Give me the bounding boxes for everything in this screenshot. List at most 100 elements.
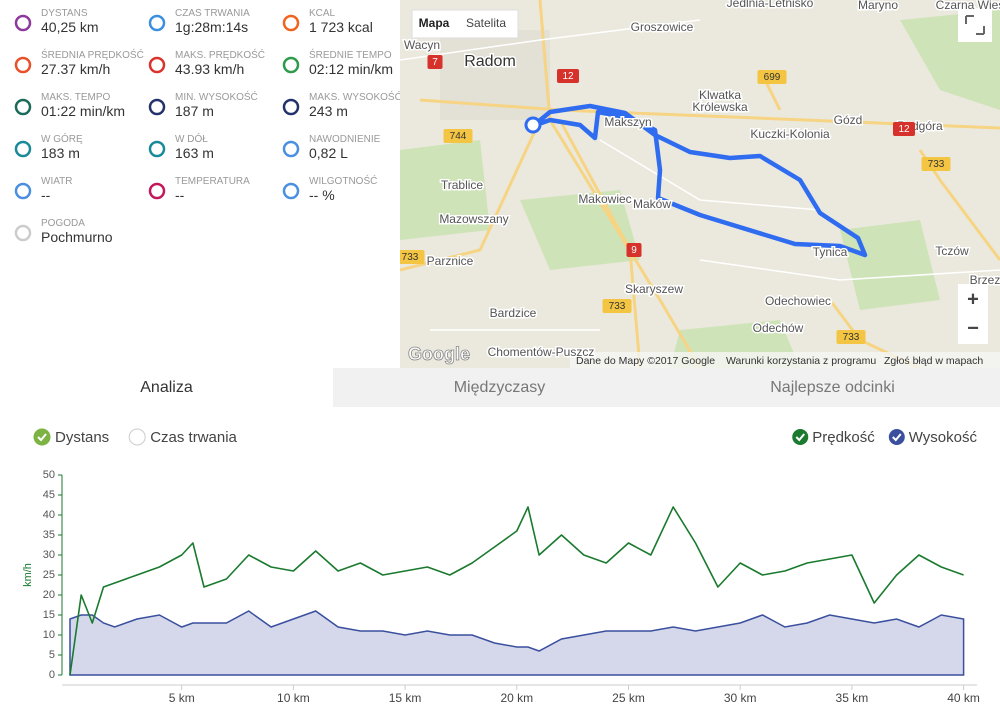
stat-label: ŚREDNIA PRĘDKOŚĆ (41, 50, 144, 61)
stat-icon (14, 56, 32, 74)
zoom-button[interactable]: + (967, 288, 979, 310)
y-tick-label: 40 (43, 509, 55, 521)
stat-icon-shape (14, 56, 32, 74)
stat-label: WIATR (41, 176, 73, 187)
place-label: Makowiec (578, 192, 631, 206)
stat-value: 01:22 min/km (41, 103, 126, 119)
place-label: Maków (633, 197, 671, 211)
x-mode-radio[interactable] (33, 428, 51, 446)
stat-value: 187 m (175, 103, 214, 119)
y-tick-label: 45 (43, 489, 55, 501)
stat-label: TEMPERATURA (175, 176, 250, 187)
stat-label: MAKS. TEMPO (41, 92, 111, 103)
stat-label: MAKS. WYSOKOŚĆ (309, 92, 402, 103)
road-number: 699 (764, 72, 781, 83)
x-mode-label[interactable]: Czas trwania (150, 429, 237, 446)
place-label: Tynica (813, 245, 848, 259)
y-tick-label: 5 (49, 649, 55, 661)
stat-label: WILGOTNOŚĆ (309, 176, 378, 187)
map-minor-roads (400, 19, 1000, 331)
stat-value: -- % (309, 187, 335, 203)
tab[interactable]: Najlepsze odcinki (770, 379, 895, 396)
route (530, 103, 868, 258)
place-label: Radom (464, 53, 516, 70)
stat-icon (282, 98, 300, 116)
road-shield (836, 330, 866, 344)
stat-icon-shape (148, 140, 166, 158)
x-mode-radio[interactable] (128, 428, 146, 446)
stat-value: 1 723 kcal (309, 19, 373, 35)
tab[interactable]: Analiza (0, 368, 333, 407)
stat-label: ŚREDNIE TEMPO (309, 50, 392, 61)
x-mode-label[interactable]: Dystans (55, 429, 109, 446)
stat-icon (148, 98, 166, 116)
map-logo: Google (408, 344, 470, 364)
check (795, 433, 806, 442)
place-label: Trablice (441, 178, 484, 192)
stat-icon (148, 140, 166, 158)
tab[interactable]: Międzyczasy (453, 379, 546, 396)
place-label: Chomentów-Puszcz (488, 345, 595, 359)
road-shield (626, 243, 642, 257)
road-number: 12 (562, 71, 574, 82)
stat-icon (14, 224, 32, 242)
map-footer-text[interactable]: Zgłoś błąd w mapach (884, 355, 983, 367)
place-label: Czarna Wieś (936, 0, 1000, 12)
x-tick-label: 25 km (612, 691, 645, 705)
place-label: Wacyn (404, 38, 440, 52)
zoom-button[interactable]: − (967, 317, 979, 339)
legend-swatch[interactable] (888, 429, 905, 445)
stat-icon (282, 14, 300, 32)
x-tick-label: 5 km (169, 691, 195, 705)
check (892, 433, 902, 442)
stat-icon-shape (282, 182, 300, 200)
place-label: Maryno (858, 0, 898, 12)
place-label: Makszyn (604, 115, 651, 129)
stat-label: KCAL (309, 8, 336, 19)
chart-section: Dystans Czas trwania Wysokość Prędkość 0 5 10 1… (0, 407, 1000, 712)
road-number: 9 (631, 245, 637, 256)
y-tick-label: 10 (43, 629, 55, 641)
y-tick-label: 30 (43, 549, 55, 561)
stat-icon (14, 98, 32, 116)
road-shield (602, 299, 632, 313)
map-type-button[interactable]: Mapa (419, 16, 450, 30)
stat-icon-shape (282, 98, 300, 116)
fullscreen-button[interactable] (958, 8, 992, 42)
stat-icon-shape (148, 182, 166, 200)
area (69, 610, 965, 676)
map-type-button[interactable]: Satelita (466, 16, 506, 30)
place-label: Odechów (753, 321, 804, 335)
place-label: Skaryszew (625, 282, 683, 296)
legend-swatch[interactable] (792, 429, 809, 445)
stat-value: 243 m (309, 103, 348, 119)
map-type-control (411, 9, 519, 39)
stat-value: -- (41, 187, 51, 203)
road-number: 733 (843, 332, 860, 343)
stat-icon-shape (282, 140, 300, 158)
map-footer-text[interactable]: Warunki korzystania z programu (726, 355, 876, 367)
stat-icon (148, 14, 166, 32)
place-label: Klwatka (699, 88, 741, 102)
map-canvas: Wacyn Radom Groszowice KlwatkaKrólewskaKucz… (400, 0, 1000, 368)
stat-icon (282, 56, 300, 74)
check (37, 433, 47, 442)
road-shield (893, 122, 915, 136)
road-number: 12 (898, 124, 910, 135)
stat-icon (14, 140, 32, 158)
place-label: Jedlnia-Letnisko (727, 0, 814, 10)
road-number: 733 (402, 252, 419, 263)
map-footer-text: Dane do Mapy ©2017 Google (576, 355, 715, 367)
y-tick-label: 0 (49, 669, 55, 681)
stat-label: POGODA (41, 218, 85, 229)
stat-label: CZAS TRWANIA (175, 8, 250, 19)
map[interactable]: Wacyn Radom Groszowice Klwatka Królewska Kucz… (400, 0, 1000, 368)
legend-label[interactable]: Prędkość (812, 429, 875, 446)
y-tick-label: 20 (43, 589, 55, 601)
x-tick-label: 20 km (500, 691, 533, 705)
stat-label: W GÓRĘ (41, 134, 83, 145)
legend-label[interactable]: Wysokość (909, 429, 978, 446)
stat-value: 163 m (175, 145, 214, 161)
stat-icon-shape (282, 14, 300, 32)
